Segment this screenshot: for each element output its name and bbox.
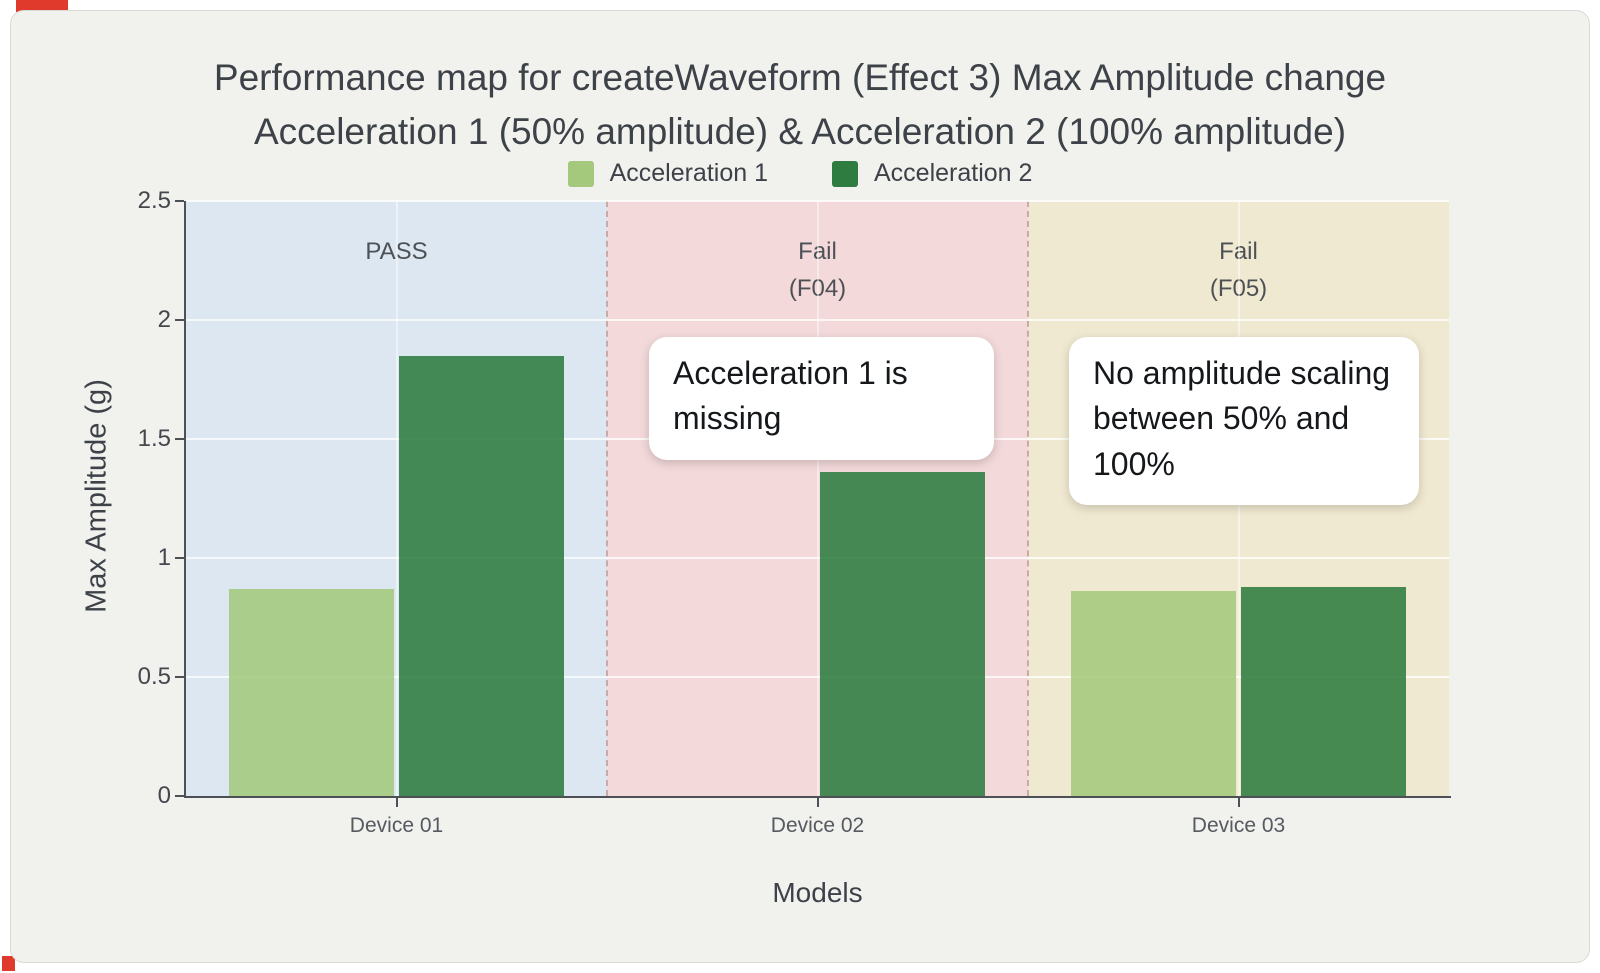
annotation-tooltip-missing: Acceleration 1 is missing — [649, 337, 994, 460]
y-tick-mark — [175, 557, 184, 559]
red-accent-top — [16, 0, 68, 12]
chart-card: Performance map for createWaveform (Effe… — [10, 10, 1590, 963]
legend-item-acceleration-1: Acceleration 1 — [567, 159, 768, 188]
zone-label-2: Fail (F04) — [788, 238, 847, 303]
y-gridline — [186, 557, 1449, 559]
y-tick-mark — [175, 200, 184, 202]
chart-title-line1: Performance map for createWaveform (Effe… — [213, 57, 1387, 98]
x-axis-line — [184, 796, 1451, 798]
x-tick-label: Device 02 — [770, 814, 865, 837]
y-tick-label: 1.5 — [137, 425, 171, 452]
legend: Acceleration 1 Acceleration 2 — [11, 159, 1589, 188]
y-gridline — [186, 676, 1449, 678]
y-axis-title: Max Amplitude (g) — [80, 379, 113, 613]
plot-area: Acceleration 1 is missing No amplitude s… — [186, 200, 1449, 796]
x-tick-label: Device 01 — [349, 814, 444, 837]
x-tick-label: Device 03 — [1191, 814, 1286, 837]
x-tick-mark — [1237, 798, 1240, 807]
y-tick-mark — [175, 319, 184, 321]
y-gridline — [186, 319, 1449, 321]
bar-acceleration-1-device-03 — [1071, 591, 1237, 796]
y-tick-mark — [175, 795, 184, 797]
zone-divider — [606, 201, 608, 796]
chart-title-line2: Acceleration 1 (50% amplitude) & Acceler… — [253, 110, 1347, 152]
annotation-tooltip-scaling: No amplitude scaling between 50% and 100… — [1069, 337, 1419, 506]
legend-swatch-acceleration-2-icon — [832, 160, 858, 187]
legend-swatch-acceleration-1-icon — [567, 160, 594, 187]
y-tick-label: 0 — [157, 782, 171, 809]
y-gridline — [186, 200, 1449, 202]
red-accent-bottom — [2, 956, 15, 971]
y-tick-label: 0.5 — [137, 663, 171, 690]
y-axis-line — [184, 201, 186, 798]
legend-label-acceleration-2: Acceleration 2 — [874, 159, 1033, 187]
zone-label-3: Fail (F05) — [1209, 238, 1268, 303]
x-gridline — [395, 201, 398, 796]
bar-acceleration-1-device-01 — [229, 588, 395, 796]
bar-acceleration-2-device-03 — [1240, 586, 1406, 796]
y-tick-label: 1 — [157, 544, 171, 571]
x-axis-title: Models — [772, 877, 863, 908]
legend-label-acceleration-1: Acceleration 1 — [609, 159, 768, 187]
zone-divider — [1027, 201, 1029, 796]
x-tick-mark — [816, 798, 819, 807]
legend-item-acceleration-2: Acceleration 2 — [832, 159, 1032, 188]
x-gridline — [816, 201, 819, 796]
x-tick-mark — [395, 798, 398, 807]
y-tick-mark — [175, 676, 184, 678]
chart-title: Performance map for createWaveform (Effe… — [51, 51, 1549, 158]
y-tick-label: 2 — [157, 306, 171, 333]
bar-acceleration-2-device-02 — [819, 472, 985, 796]
bar-acceleration-2-device-01 — [398, 355, 564, 796]
y-tick-label: 2.5 — [137, 187, 171, 214]
zone-label-1: PASS — [365, 238, 428, 265]
y-tick-mark — [175, 438, 184, 440]
